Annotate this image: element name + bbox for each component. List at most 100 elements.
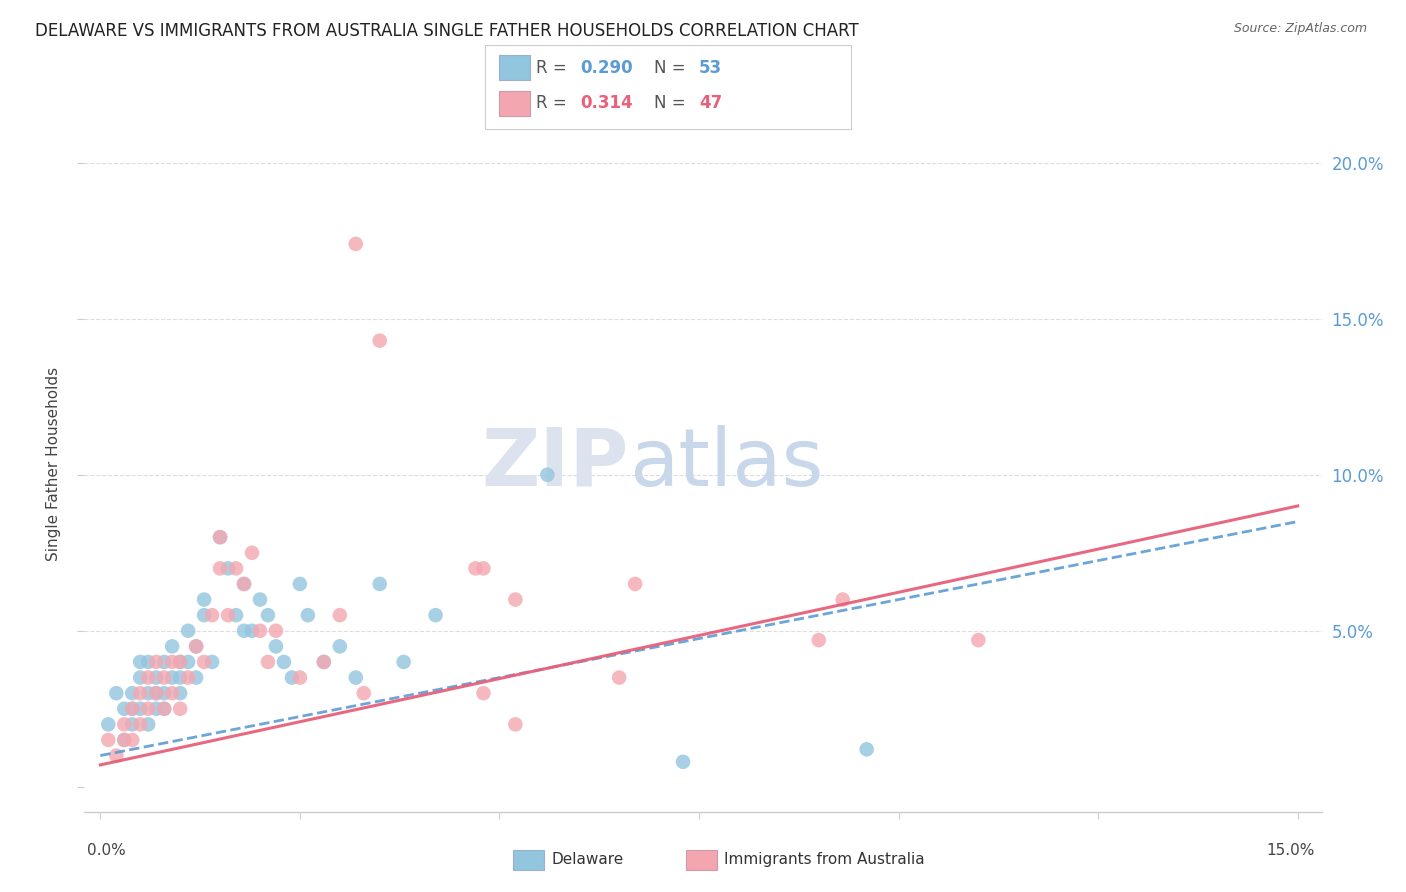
Point <box>392 655 415 669</box>
Text: atlas: atlas <box>628 425 823 503</box>
Point <box>217 608 239 623</box>
Point <box>160 686 183 700</box>
Point <box>329 608 352 623</box>
Point <box>607 671 630 685</box>
Point <box>160 671 183 685</box>
Point <box>672 755 695 769</box>
Point <box>472 561 495 575</box>
Point <box>105 686 128 700</box>
Point <box>136 702 159 716</box>
Point <box>97 733 120 747</box>
Point <box>193 608 215 623</box>
Point <box>505 717 527 731</box>
Point <box>257 655 280 669</box>
Text: Delaware: Delaware <box>551 853 623 867</box>
Point <box>368 334 391 348</box>
Point <box>145 671 167 685</box>
Point <box>233 577 256 591</box>
Point <box>312 655 335 669</box>
Point <box>831 592 853 607</box>
Text: R =: R = <box>536 95 572 112</box>
Point <box>624 577 647 591</box>
Point <box>464 561 486 575</box>
Point <box>425 608 447 623</box>
Point <box>344 236 367 251</box>
Point <box>169 655 191 669</box>
Point <box>121 702 143 716</box>
Point <box>312 655 335 669</box>
Y-axis label: Single Father Households: Single Father Households <box>46 367 62 561</box>
Point <box>121 702 143 716</box>
Point <box>288 577 311 591</box>
Point <box>240 624 263 638</box>
Point <box>105 748 128 763</box>
Point <box>193 592 215 607</box>
Text: 0.290: 0.290 <box>581 59 633 77</box>
Point <box>136 655 159 669</box>
Text: 0.0%: 0.0% <box>87 843 127 858</box>
Point <box>209 530 232 544</box>
Point <box>121 733 143 747</box>
Point <box>257 608 280 623</box>
Point <box>273 655 295 669</box>
Point <box>184 671 207 685</box>
Point <box>281 671 304 685</box>
Point <box>129 702 152 716</box>
Point <box>225 561 247 575</box>
Point <box>249 624 271 638</box>
Point <box>129 655 152 669</box>
Point <box>249 592 271 607</box>
Text: N =: N = <box>654 95 690 112</box>
Point <box>201 608 224 623</box>
Text: 47: 47 <box>699 95 723 112</box>
Text: 53: 53 <box>699 59 721 77</box>
Point <box>153 671 176 685</box>
Point <box>297 608 319 623</box>
Point <box>807 633 830 648</box>
Point <box>112 717 135 731</box>
Point <box>288 671 311 685</box>
Point <box>344 671 367 685</box>
Point <box>184 640 207 654</box>
Point <box>233 577 256 591</box>
Point <box>129 717 152 731</box>
Point <box>233 624 256 638</box>
Point <box>209 530 232 544</box>
Text: Immigrants from Australia: Immigrants from Australia <box>724 853 925 867</box>
Point <box>145 655 167 669</box>
Point <box>136 717 159 731</box>
Point <box>329 640 352 654</box>
Point <box>112 733 135 747</box>
Point <box>177 655 200 669</box>
Text: ZIP: ZIP <box>481 425 628 503</box>
Point <box>184 640 207 654</box>
Point <box>153 655 176 669</box>
Point <box>121 717 143 731</box>
Point <box>153 702 176 716</box>
Point <box>967 633 990 648</box>
Point <box>201 655 224 669</box>
Point <box>145 686 167 700</box>
Text: N =: N = <box>654 59 690 77</box>
Point <box>225 608 247 623</box>
Point <box>160 655 183 669</box>
Point <box>129 671 152 685</box>
Point <box>145 702 167 716</box>
Point <box>177 671 200 685</box>
Point <box>145 686 167 700</box>
Point <box>169 655 191 669</box>
Point <box>112 702 135 716</box>
Point <box>169 671 191 685</box>
Point <box>136 686 159 700</box>
Text: R =: R = <box>536 59 572 77</box>
Point <box>153 702 176 716</box>
Point <box>121 686 143 700</box>
Point <box>264 624 287 638</box>
Text: 0.314: 0.314 <box>581 95 633 112</box>
Point <box>217 561 239 575</box>
Text: DELAWARE VS IMMIGRANTS FROM AUSTRALIA SINGLE FATHER HOUSEHOLDS CORRELATION CHART: DELAWARE VS IMMIGRANTS FROM AUSTRALIA SI… <box>35 22 859 40</box>
Point <box>136 671 159 685</box>
Text: 15.0%: 15.0% <box>1267 843 1315 858</box>
Point <box>855 742 877 756</box>
Point <box>240 546 263 560</box>
